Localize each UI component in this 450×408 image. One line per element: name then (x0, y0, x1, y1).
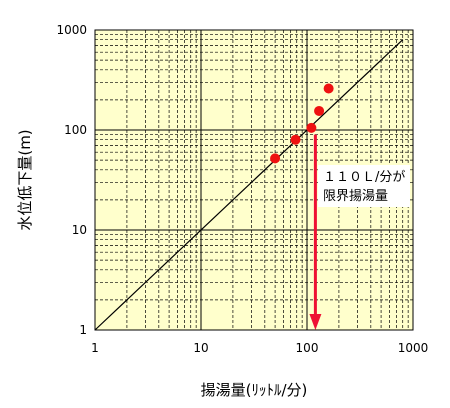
annotation-background (318, 165, 410, 207)
annotation-box: １１０Ｌ/分が 限界揚湯量 (318, 165, 410, 207)
limit-arrow-head (309, 314, 322, 330)
annotation-line-2: 限界揚湯量 (323, 188, 388, 204)
y-tick-label: 100 (64, 123, 87, 137)
x-tick-label: 10 (193, 341, 208, 355)
reference-line-y-equals-x (94, 39, 404, 331)
data-point (270, 153, 281, 164)
y-tick-label: 1000 (56, 23, 87, 37)
x-tick-labels: 1 10 100 1000 (91, 341, 428, 355)
x-tick-label: 100 (296, 341, 319, 355)
y-tick-label: 1 (79, 323, 87, 337)
data-point (290, 134, 301, 145)
limit-arrow (309, 134, 322, 330)
data-point (323, 83, 334, 94)
x-axis-label: 揚湯量(ﾘｯﾄﾙ/分) (201, 381, 308, 399)
data-point (306, 122, 317, 133)
data-point (314, 105, 325, 116)
plot-frame (94, 29, 414, 331)
reference-line (94, 39, 404, 331)
annotation-line-1: １１０Ｌ/分が (323, 170, 405, 185)
y-axis-label: 水位低下量(m) (16, 129, 34, 230)
minor-grid (95, 30, 413, 330)
x-tick-label: 1 (91, 341, 99, 355)
y-tick-labels: 1 10 100 1000 (56, 23, 87, 337)
y-tick-label: 10 (72, 223, 87, 237)
x-tick-label: 1000 (398, 341, 429, 355)
data-points (270, 83, 334, 164)
major-grid (95, 30, 413, 330)
